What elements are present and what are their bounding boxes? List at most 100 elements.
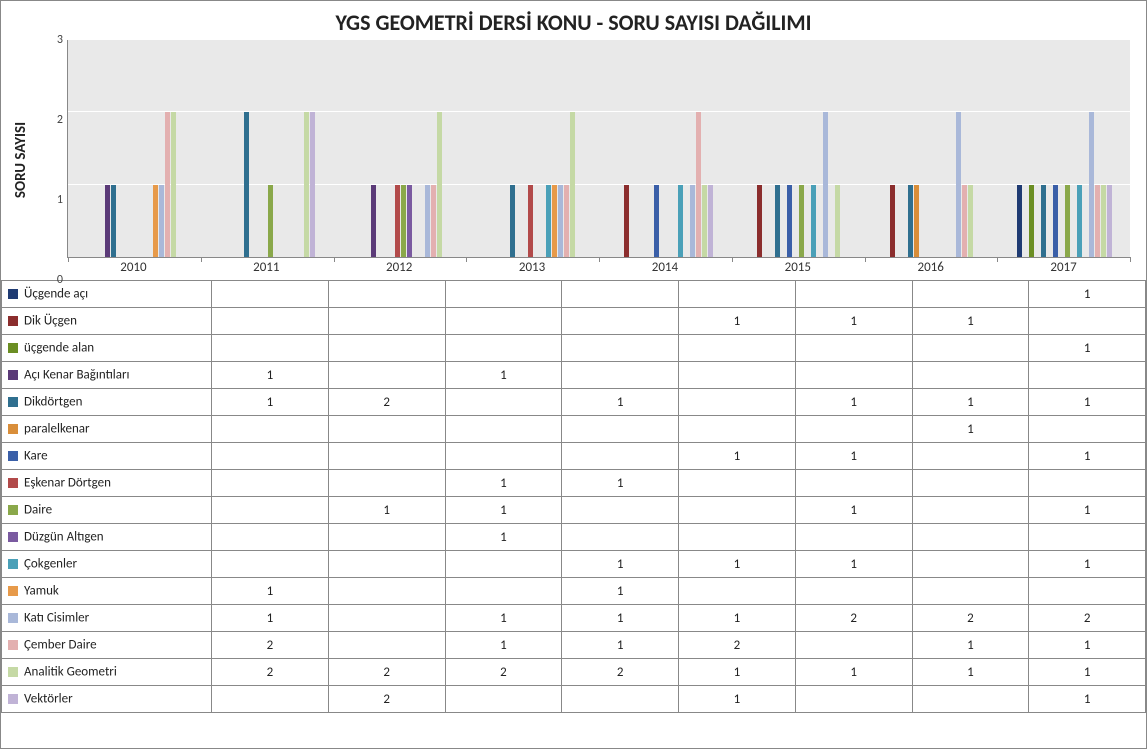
- legend-swatch-icon: [8, 667, 18, 677]
- data-cell: [328, 605, 445, 632]
- data-cell: [562, 308, 679, 335]
- data-cell: 1: [679, 686, 796, 713]
- data-cell: [562, 686, 679, 713]
- data-cell: 2: [328, 686, 445, 713]
- row-header: Eşkenar Dörtgen: [2, 470, 212, 497]
- table-row: Düzgün Altıgen1: [2, 524, 1146, 551]
- table-row: paralelkenar1: [2, 416, 1146, 443]
- table-row: Daire1111: [2, 497, 1146, 524]
- y-tick-label: 3: [57, 33, 63, 47]
- bar: [690, 185, 695, 257]
- data-cell: 2: [912, 605, 1029, 632]
- data-cell: [212, 524, 329, 551]
- series-label: Analitik Geometri: [24, 665, 117, 680]
- bar: [1101, 185, 1106, 257]
- bar: [624, 185, 629, 257]
- data-cell: [445, 335, 562, 362]
- table-row: Kare111: [2, 443, 1146, 470]
- bar: [775, 185, 780, 257]
- data-cell: [562, 281, 679, 308]
- data-cell: [912, 686, 1029, 713]
- series-label: Dikdörtgen: [24, 395, 82, 410]
- bar: [153, 185, 158, 257]
- y-tick-label: 2: [57, 113, 63, 127]
- data-cell: 1: [679, 605, 796, 632]
- data-cell: [912, 443, 1029, 470]
- data-cell: [795, 416, 912, 443]
- year-group: [599, 40, 732, 257]
- year-group: [334, 40, 467, 257]
- bar: [310, 112, 315, 257]
- data-cell: [212, 335, 329, 362]
- x-axis-label: 2015: [731, 258, 864, 280]
- series-label: Düzgün Altıgen: [24, 530, 104, 545]
- x-axis-label: 2014: [599, 258, 732, 280]
- bar: [437, 112, 442, 257]
- year-group: [466, 40, 599, 257]
- legend-swatch-icon: [8, 559, 18, 569]
- bar: [570, 112, 575, 257]
- data-cell: [445, 551, 562, 578]
- bar: [1095, 185, 1100, 257]
- bar: [962, 185, 967, 257]
- series-label: Katı Cisimler: [24, 611, 89, 626]
- data-cell: [795, 632, 912, 659]
- row-header: Açı Kenar Bağıntıları: [2, 362, 212, 389]
- row-header: Vektörler: [2, 686, 212, 713]
- bar: [678, 185, 683, 257]
- legend-swatch-icon: [8, 424, 18, 434]
- data-cell: [328, 524, 445, 551]
- data-cell: [679, 362, 796, 389]
- data-cell: 1: [212, 389, 329, 416]
- row-header: Katı Cisimler: [2, 605, 212, 632]
- data-cell: [562, 443, 679, 470]
- bar: [171, 112, 176, 257]
- data-cell: [679, 470, 796, 497]
- series-label: Çokgenler: [24, 557, 77, 572]
- table-row: Yamuk11: [2, 578, 1146, 605]
- row-header: Dikdörtgen: [2, 389, 212, 416]
- data-cell: 1: [912, 632, 1029, 659]
- data-cell: [212, 686, 329, 713]
- data-cell: 1: [1029, 551, 1146, 578]
- data-cell: [562, 524, 679, 551]
- data-cell: [212, 308, 329, 335]
- data-cell: 1: [1029, 497, 1146, 524]
- data-cell: [562, 335, 679, 362]
- data-cell: 1: [679, 551, 796, 578]
- bar: [890, 185, 895, 257]
- y-tick-label: 0: [57, 273, 63, 287]
- bar: [702, 185, 707, 257]
- data-cell: [562, 416, 679, 443]
- series-label: Açı Kenar Bağıntıları: [24, 368, 130, 383]
- legend-swatch-icon: [8, 586, 18, 596]
- data-cell: 2: [795, 605, 912, 632]
- data-cell: 1: [795, 308, 912, 335]
- data-cell: 1: [912, 389, 1029, 416]
- bar: [1107, 185, 1112, 257]
- data-cell: 1: [212, 578, 329, 605]
- row-header: Daire: [2, 497, 212, 524]
- table-row: Dikdörtgen121111: [2, 389, 1146, 416]
- year-group: [201, 40, 334, 257]
- row-header: Yamuk: [2, 578, 212, 605]
- bar: [799, 185, 804, 257]
- data-cell: [562, 362, 679, 389]
- data-cell: 1: [795, 443, 912, 470]
- data-cell: 1: [795, 497, 912, 524]
- data-cell: 1: [212, 362, 329, 389]
- data-cell: [679, 497, 796, 524]
- series-label: Çember Daire: [24, 638, 97, 653]
- data-cell: [212, 470, 329, 497]
- bar: [425, 185, 430, 257]
- data-cell: [912, 551, 1029, 578]
- bar: [1053, 185, 1058, 257]
- data-cell: [445, 416, 562, 443]
- y-axis-label: SORU SAYISI: [12, 122, 30, 198]
- bar: [431, 185, 436, 257]
- year-group: [68, 40, 201, 257]
- series-label: üçgende alan: [24, 341, 94, 356]
- legend-swatch-icon: [8, 451, 18, 461]
- data-cell: 1: [1029, 281, 1146, 308]
- x-axis-label: 2013: [466, 258, 599, 280]
